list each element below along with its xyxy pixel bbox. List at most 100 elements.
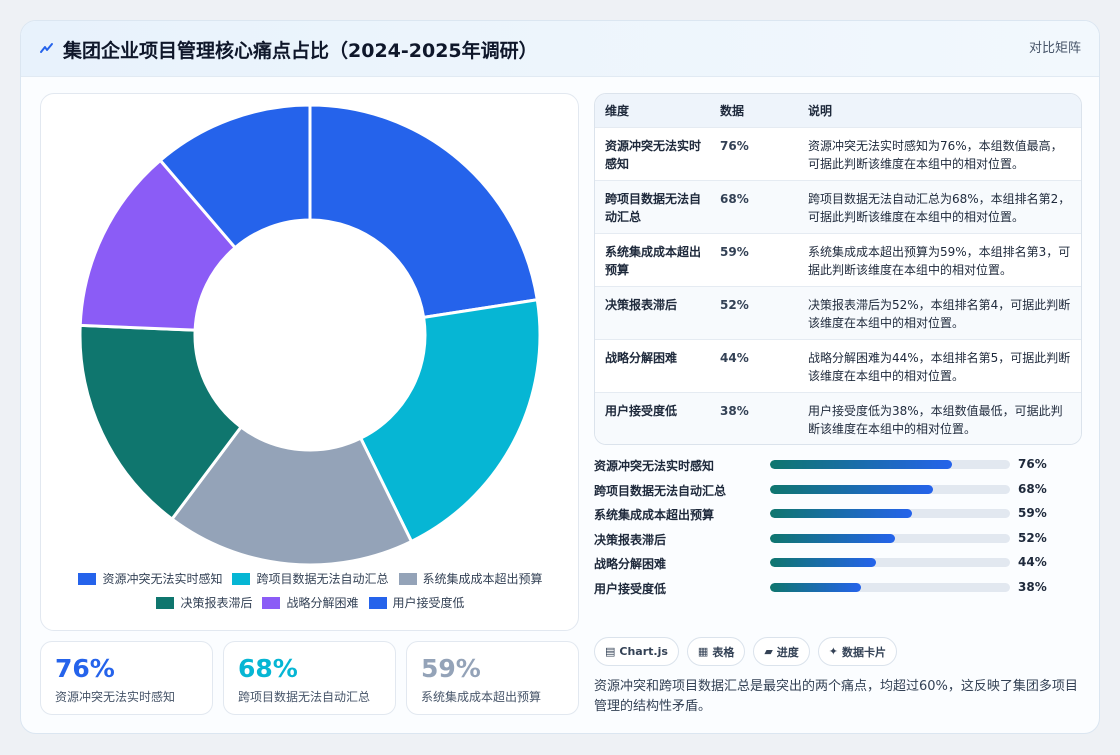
- chip--[interactable]: ✦ 数据卡片: [817, 637, 898, 666]
- cell-dimension: 资源冲突无法实时感知: [605, 138, 702, 171]
- progress-value: 52%: [1018, 530, 1047, 545]
- progress-icon: ▰: [764, 645, 773, 658]
- progress-value: 76%: [1018, 457, 1047, 471]
- progress-fill: [770, 460, 953, 469]
- legend-item[interactable]: 系统集成成本超出预算: [398, 570, 543, 587]
- progress-value: 38%: [1018, 579, 1047, 594]
- comparison-matrix-tag[interactable]: 对比矩阵: [1028, 41, 1081, 56]
- kpi-value: 68%: [238, 654, 298, 683]
- progress-row: 资源冲突无法实时感知 76%: [594, 455, 1082, 480]
- legend-label: 战略分解困难: [286, 596, 359, 610]
- chip-chart-js[interactable]: ▤ Chart.js: [594, 637, 679, 666]
- dashboard-card: 集团企业项目管理核心痛点占比（2024-2025年调研） 对比矩阵 资源冲突无法…: [20, 20, 1100, 734]
- progress-fill: [770, 558, 876, 568]
- progress-row: 跨项目数据无法自动汇总 68%: [594, 480, 1082, 505]
- table-row: 跨项目数据无法自动汇总 68% 跨项目数据无法自动汇总为68%，本组排名第2，可…: [595, 180, 1081, 233]
- kpi-card: 59% 系统集成成本超出预算: [406, 641, 579, 715]
- summary-text: 资源冲突和跨项目数据汇总是最突出的两个痛点，均超过60%，这反映了集团多项目管理…: [594, 679, 1078, 714]
- cell-note: 决策报表滞后为52%，本组排名第4，可据此判断该维度在本组中的相对位置。: [808, 297, 1071, 330]
- legend-label: 跨项目数据无法自动汇总: [256, 572, 389, 586]
- legend-swatch: [368, 596, 387, 609]
- progress-list: 资源冲突无法实时感知 76% 跨项目数据无法自动汇总 68% 系统集成成本超出预算 59%…: [594, 455, 1082, 603]
- kpi-value: 59%: [421, 654, 481, 683]
- kpi-label: 跨项目数据无法自动汇总: [238, 690, 371, 704]
- cell-value: 68%: [720, 191, 749, 206]
- legend-item[interactable]: 用户接受度低: [368, 594, 465, 611]
- progress-fill: [770, 582, 862, 592]
- cell-dimension: 决策报表滞后: [605, 297, 678, 312]
- pie-slice-3[interactable]: [169, 424, 414, 566]
- legend-swatch: [398, 572, 417, 585]
- progress-track: [770, 558, 1010, 568]
- progress-row: 用户接受度低 38%: [594, 578, 1082, 603]
- legend-item[interactable]: 跨项目数据无法自动汇总: [232, 570, 389, 587]
- progress-label: 资源冲突无法实时感知: [594, 459, 715, 473]
- legend-item[interactable]: 决策报表滞后: [156, 594, 252, 611]
- legend-label: 资源冲突无法实时感知: [102, 572, 223, 586]
- progress-value: 44%: [1018, 555, 1047, 570]
- chip-label: Chart.js: [619, 645, 668, 658]
- cell-note: 系统集成成本超出预算为59%，本组排名第3，可据此判断该维度在本组中的相对位置。: [808, 244, 1071, 277]
- progress-track: [770, 509, 1010, 519]
- progress-label: 战略分解困难: [594, 557, 667, 572]
- legend-swatch: [156, 596, 175, 609]
- progress-fill: [770, 484, 934, 494]
- progress-value: 59%: [1018, 506, 1047, 521]
- kpi-value: 76%: [55, 654, 115, 683]
- table-row: 用户接受度低 38% 用户接受度低为38%，本组数值最低，可据此判断该维度在本组…: [595, 392, 1081, 444]
- donut-chart: [79, 104, 541, 566]
- data-table: 维度 数据 说明 资源冲突无法实时感知 76% 资源冲突无法实时感知为76%，本…: [594, 93, 1082, 445]
- legend-swatch: [232, 572, 251, 585]
- progress-track: [770, 582, 1010, 592]
- cell-dimension: 系统集成成本超出预算: [605, 244, 702, 277]
- progress-label: 决策报表滞后: [594, 532, 667, 547]
- progress-track: [770, 484, 1010, 494]
- progress-fill: [770, 533, 895, 543]
- legend-swatch: [78, 572, 97, 585]
- cell-note: 用户接受度低为38%，本组数值最低，可据此判断该维度在本组中的相对位置。: [808, 403, 1063, 436]
- view-chips: ▤ Chart.js ▦ 表格 ▰ 进度 ✦ 数据卡片: [594, 637, 898, 666]
- pie-slice-1[interactable]: [308, 104, 539, 320]
- kpi-card: 68% 跨项目数据无法自动汇总: [223, 641, 396, 715]
- progress-track: [770, 533, 1010, 543]
- progress-row: 决策报表滞后 52%: [594, 529, 1082, 554]
- legend-item[interactable]: 战略分解困难: [262, 594, 359, 611]
- table-row: 决策报表滞后 52% 决策报表滞后为52%，本组排名第4，可据此判断该维度在本组…: [595, 286, 1081, 339]
- progress-fill: [770, 509, 912, 519]
- chip--[interactable]: ▰ 进度: [753, 637, 810, 666]
- pie-slice-2[interactable]: [358, 298, 541, 544]
- chip-label: 进度: [776, 645, 799, 659]
- legend-label: 决策报表滞后: [180, 596, 253, 610]
- page-title: 集团企业项目管理核心痛点占比（2024-2025年调研）: [63, 40, 538, 62]
- legend-label: 用户接受度低: [392, 596, 465, 610]
- donut-chart-panel: 资源冲突无法实时感知 跨项目数据无法自动汇总 系统集成成本超出预算 决策报表滞后 战略…: [40, 93, 579, 631]
- progress-row: 战略分解困难 44%: [594, 553, 1082, 578]
- progress-track: [770, 460, 1010, 469]
- column-header: 维度: [605, 103, 630, 118]
- cell-dimension: 战略分解困难: [605, 350, 678, 365]
- chip-label: 表格: [712, 645, 735, 659]
- table-icon: ▦: [697, 645, 709, 658]
- progress-label: 跨项目数据无法自动汇总: [594, 483, 727, 498]
- legend-item[interactable]: 资源冲突无法实时感知: [78, 570, 222, 587]
- cell-value: 59%: [720, 244, 749, 259]
- progress-row: 系统集成成本超出预算 59%: [594, 504, 1082, 529]
- table-row: 战略分解困难 44% 战略分解困难为44%，本组排名第5，可据此判断该维度在本组…: [595, 339, 1081, 392]
- table-row: 系统集成成本超出预算 59% 系统集成成本超出预算为59%，本组排名第3，可据此…: [595, 233, 1081, 286]
- legend-swatch: [262, 596, 281, 609]
- table-header-row: 维度 数据 说明: [595, 94, 1081, 127]
- cell-dimension: 用户接受度低: [605, 403, 678, 418]
- table-row: 资源冲突无法实时感知 76% 资源冲突无法实时感知为76%，本组数值最高，可据此…: [595, 127, 1081, 180]
- cell-value: 44%: [720, 350, 749, 365]
- chart-legend: 资源冲突无法实时感知 跨项目数据无法自动汇总 系统集成成本超出预算 决策报表滞后 战略…: [41, 570, 580, 618]
- lightning-icon: [40, 43, 53, 53]
- kpi-label: 资源冲突无法实时感知: [55, 690, 176, 704]
- progress-label: 系统集成成本超出预算: [594, 508, 715, 523]
- pie-slice-6[interactable]: [158, 104, 312, 250]
- chip--[interactable]: ▦ 表格: [686, 637, 746, 666]
- chart-icon: ▤: [605, 645, 616, 658]
- sparkle-icon: ✦: [828, 645, 839, 658]
- kpi-label: 系统集成成本超出预算: [421, 690, 542, 704]
- pie-slice-4[interactable]: [79, 323, 244, 522]
- legend-label: 系统集成成本超出预算: [422, 572, 543, 586]
